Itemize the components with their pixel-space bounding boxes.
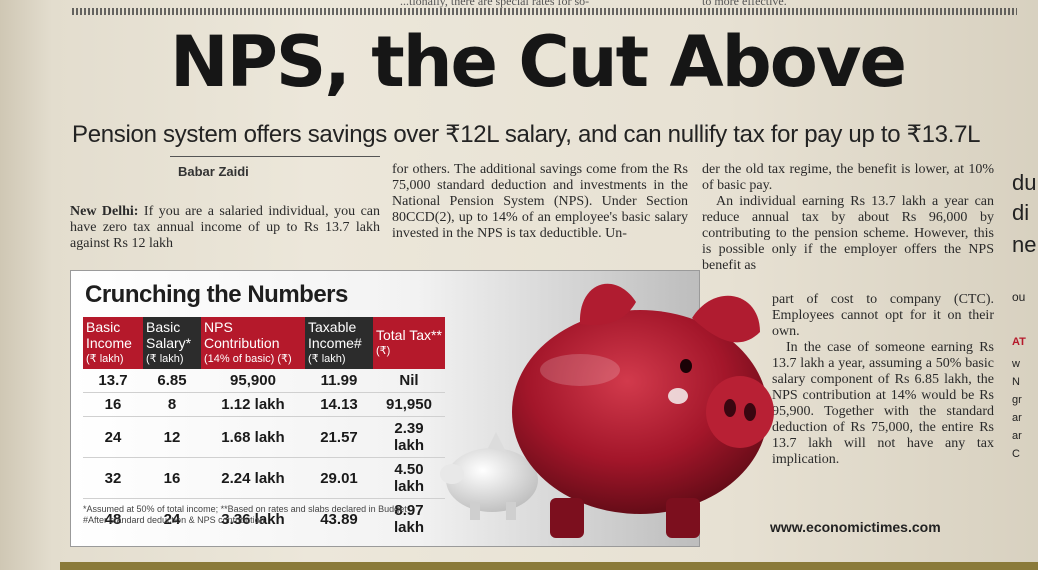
article-text-3b: An individual earning Rs 13.7 lakh a yea… bbox=[702, 194, 994, 273]
article-text-3d: In the case of someone earning Rs 13.7 l… bbox=[772, 340, 994, 467]
table-cell: 48 bbox=[83, 498, 143, 539]
article-column-2: for others. The additional savings come … bbox=[392, 162, 688, 242]
edge-text: ou bbox=[1012, 290, 1026, 304]
header-unit: (14% of basic) (₹) bbox=[204, 353, 292, 365]
infographic-title: Crunching the Numbers bbox=[85, 281, 348, 308]
table-cell: 21.57 bbox=[305, 416, 373, 458]
article-text-2: for others. The additional savings come … bbox=[392, 162, 688, 241]
red-piggy-bank bbox=[512, 283, 774, 538]
table-cell: 1.12 lakh bbox=[201, 392, 305, 417]
header-unit: (₹ lakh) bbox=[146, 353, 184, 365]
footnote-line: *Assumed at 50% of total income; **Based… bbox=[83, 504, 407, 514]
previous-article-fragment: ...tionally, there are special rates for… bbox=[70, 0, 1010, 8]
header-label: Taxable Income# bbox=[308, 319, 362, 351]
edge-text: N bbox=[1012, 376, 1020, 388]
table-header-row: Basic Income (₹ lakh) Basic Salary* (₹ l… bbox=[83, 317, 445, 369]
header-basic-salary: Basic Salary* (₹ lakh) bbox=[143, 317, 201, 369]
header-label: Basic Salary* bbox=[146, 319, 192, 351]
table-row: 32 16 2.24 lakh 29.01 4.50 lakh bbox=[83, 457, 445, 499]
byline-rule bbox=[170, 156, 380, 157]
header-unit: (₹ lakh) bbox=[86, 353, 124, 365]
footnote-line: #After standard deduction & NPS contribu… bbox=[83, 515, 265, 525]
table-cell: 1.68 lakh bbox=[201, 416, 305, 458]
subheadline: Pension system offers savings over ₹12L … bbox=[72, 121, 981, 148]
table-footnote: *Assumed at 50% of total income; **Based… bbox=[83, 504, 407, 526]
article-text-3a: der the old tax regime, the benefit is l… bbox=[702, 162, 994, 193]
table-cell: 29.01 bbox=[305, 457, 373, 499]
hatch-rule bbox=[72, 8, 1017, 15]
table-cell: 24 bbox=[83, 416, 143, 458]
fragment-right: to more effective. bbox=[702, 0, 787, 8]
table-cell: 91,950 bbox=[373, 392, 445, 417]
table-cell: 95,900 bbox=[230, 372, 276, 389]
header-taxable-income: Taxable Income# (₹ lakh) bbox=[305, 317, 373, 369]
table-cell: 8 bbox=[143, 392, 201, 417]
small-white-piggy-bank bbox=[440, 432, 538, 520]
table-cell: 16 bbox=[143, 457, 201, 499]
tax-table: Basic Income (₹ lakh) Basic Salary* (₹ l… bbox=[83, 317, 445, 539]
table-cell: 14.13 bbox=[305, 392, 373, 417]
edge-text: ne bbox=[1012, 232, 1037, 257]
edge-text: w bbox=[1012, 358, 1020, 370]
table-cell: Nil bbox=[399, 372, 419, 389]
edge-text: C bbox=[1012, 448, 1020, 460]
table-row: 48 24 3.36 lakh 43.89 8.97 lakh bbox=[83, 498, 445, 539]
table-cell: 43.89 bbox=[305, 498, 373, 539]
table-row: 16 8 1.12 lakh 14.13 91,950 bbox=[83, 392, 445, 417]
dateline: New Delhi: bbox=[70, 204, 139, 219]
table-cell: 24 bbox=[143, 498, 201, 539]
header-label: Total Tax** bbox=[376, 327, 442, 343]
table-cell: 11.99 bbox=[320, 372, 358, 389]
edge-text: ar bbox=[1012, 412, 1022, 424]
header-label: NPS Contribution bbox=[204, 319, 280, 351]
edge-text: gr bbox=[1012, 394, 1022, 406]
byline: Babar Zaidi bbox=[178, 164, 249, 179]
edge-text: ar bbox=[1012, 430, 1022, 442]
table-cell: 12 bbox=[143, 416, 201, 458]
website-url[interactable]: www.economictimes.com bbox=[770, 519, 941, 535]
article-column-3: der the old tax regime, the benefit is l… bbox=[702, 162, 994, 274]
table-cell: 16 bbox=[83, 392, 143, 417]
table-cell: 4.50 lakh bbox=[373, 457, 445, 499]
article-column-1: New Delhi: If you are a salaried individ… bbox=[70, 204, 380, 252]
headline: NPS, the Cut Above bbox=[170, 21, 907, 103]
header-nps-contribution: NPS Contribution (14% of basic) (₹) bbox=[201, 317, 305, 369]
article-column-3-continued: part of cost to company (CTC). Employees… bbox=[772, 292, 994, 468]
bottom-strip bbox=[60, 562, 1038, 570]
table-row: 13.7 6.85 95,900 11.99 Nil bbox=[83, 369, 445, 393]
article-text-3c: part of cost to company (CTC). Employees… bbox=[772, 292, 994, 339]
fragment-left: ...tionally, there are special rates for… bbox=[400, 0, 590, 8]
edge-text: di bbox=[1012, 200, 1030, 225]
header-unit: (₹ lakh) bbox=[308, 353, 346, 365]
header-unit: (₹) bbox=[376, 345, 391, 357]
table-cell: 32 bbox=[83, 457, 143, 499]
edge-text: du bbox=[1012, 170, 1037, 195]
header-basic-income: Basic Income (₹ lakh) bbox=[83, 317, 143, 369]
article-text-1: If you are a salaried individual, you ca… bbox=[70, 204, 380, 251]
table-row: 24 12 1.68 lakh 21.57 2.39 lakh bbox=[83, 416, 445, 458]
edge-text: AT bbox=[1012, 336, 1026, 348]
piggy-bank-illustration bbox=[440, 283, 774, 538]
table-cell: 2.24 lakh bbox=[201, 457, 305, 499]
table-cell: 3.36 lakh bbox=[201, 498, 305, 539]
table-cell: 2.39 lakh bbox=[373, 416, 445, 458]
table-cell: 8.97 lakh bbox=[373, 498, 445, 539]
header-label: Basic Income bbox=[86, 319, 132, 351]
header-total-tax: Total Tax** (₹) bbox=[373, 317, 445, 369]
table-cell: 13.7 bbox=[98, 372, 128, 389]
table-cell: 6.85 bbox=[157, 372, 187, 389]
